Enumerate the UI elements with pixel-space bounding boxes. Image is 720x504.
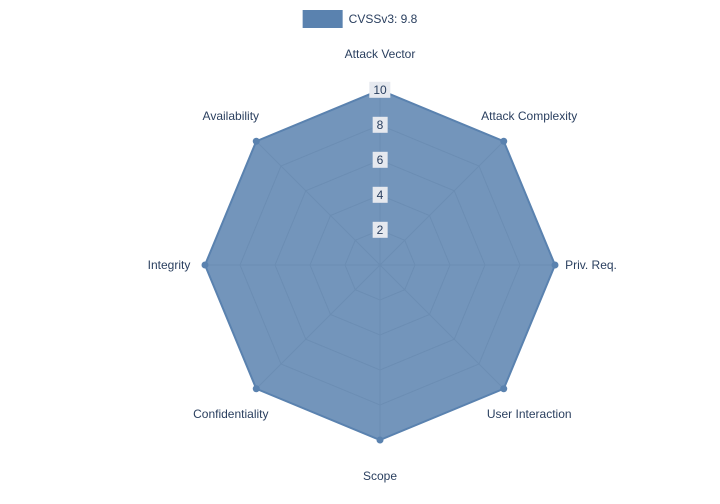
legend-swatch xyxy=(303,10,343,28)
chart-legend[interactable]: CVSSv3: 9.8 xyxy=(303,10,418,28)
radar-svg xyxy=(0,0,720,504)
cvss-radar-chart: CVSSv3: 9.8 Attack VectorAttack Complexi… xyxy=(0,0,720,504)
legend-series-label: CVSSv3: 9.8 xyxy=(349,12,418,26)
